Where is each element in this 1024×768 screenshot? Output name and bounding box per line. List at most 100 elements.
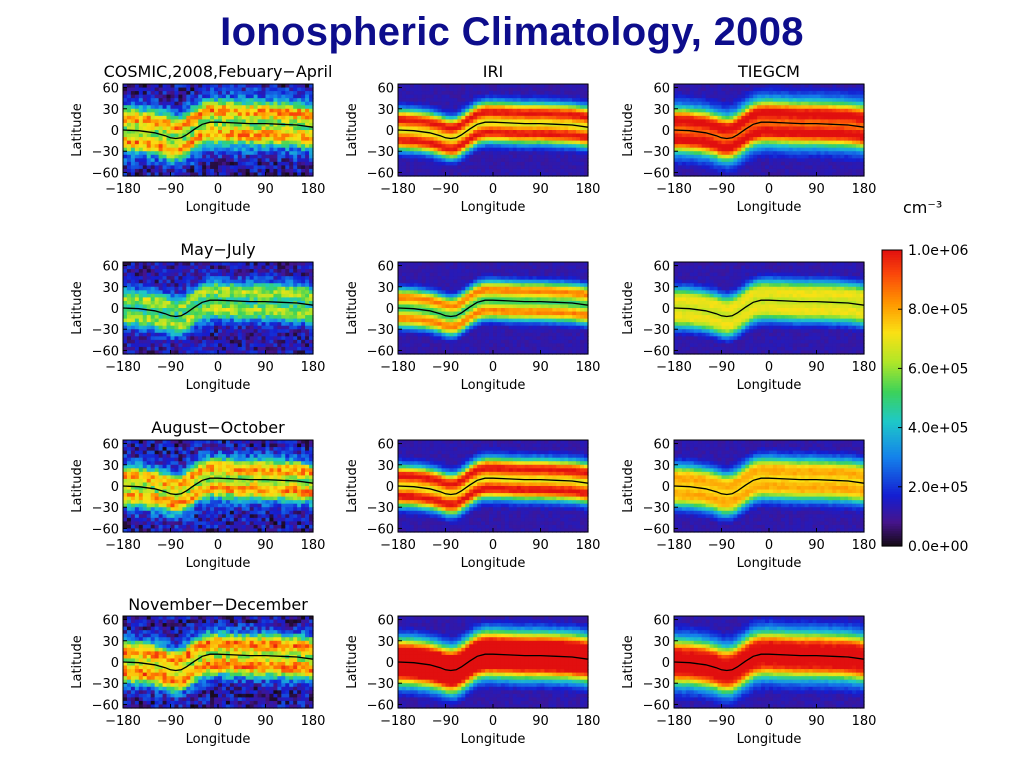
y-tick-label: 30 bbox=[377, 635, 394, 650]
colorbar-segment bbox=[882, 363, 902, 367]
colorbar-segment bbox=[882, 304, 902, 308]
x-tick-label: 0 bbox=[489, 360, 497, 375]
x-tick-label: −90 bbox=[708, 360, 735, 375]
panel-title: August−October bbox=[151, 418, 285, 437]
magnetic-equator-line bbox=[673, 653, 865, 672]
colorbar-segment bbox=[882, 294, 902, 298]
panel-title: November−December bbox=[128, 595, 308, 614]
x-axis-label: Longitude bbox=[461, 556, 526, 571]
colorbar-segment bbox=[882, 457, 902, 461]
colorbar-segment bbox=[882, 336, 902, 340]
y-axis-label: Latitude bbox=[70, 281, 85, 335]
colorbar-segment bbox=[882, 489, 902, 493]
colorbar-segment bbox=[882, 469, 902, 473]
colorbar-segment bbox=[882, 425, 902, 429]
x-axis-label: Longitude bbox=[186, 378, 251, 393]
magnetic-equator-line bbox=[673, 477, 865, 496]
x-tick-label: −180 bbox=[105, 360, 141, 375]
x-tick-label: 0 bbox=[765, 538, 773, 553]
colorbar-segment bbox=[882, 420, 902, 424]
y-tick-label: 60 bbox=[377, 438, 394, 453]
colorbar-segment bbox=[882, 513, 902, 517]
x-axis-label: Longitude bbox=[461, 732, 526, 747]
magnetic-equator-line bbox=[122, 299, 314, 318]
x-tick-label: −180 bbox=[380, 538, 416, 553]
colorbar-segment bbox=[882, 511, 902, 515]
heatmap-panel-iri-1: −180 −90 0 90 180 60 30 0 −30 −60 Longitude Latitud… bbox=[345, 82, 600, 215]
x-tick-label: 0 bbox=[214, 538, 222, 553]
colorbar-segment bbox=[882, 343, 902, 347]
y-axis-label: Latitude bbox=[345, 103, 360, 157]
colorbar-segment bbox=[882, 368, 902, 372]
colorbar-segment bbox=[882, 319, 902, 323]
y-tick-label: 60 bbox=[102, 82, 119, 97]
y-tick-label: 30 bbox=[377, 103, 394, 118]
x-tick-label: −180 bbox=[380, 360, 416, 375]
y-tick-label: 60 bbox=[102, 614, 119, 629]
panel-title: May−July bbox=[180, 240, 256, 259]
colorbar-segment bbox=[882, 442, 902, 446]
colorbar-segment bbox=[882, 452, 902, 456]
colorbar-segment bbox=[882, 378, 902, 382]
y-tick-label: −30 bbox=[92, 501, 119, 516]
colorbar-segment bbox=[882, 257, 902, 261]
colorbar-segment bbox=[882, 526, 902, 530]
y-tick-label: 60 bbox=[653, 82, 670, 97]
colorbar-segment bbox=[882, 518, 902, 522]
x-tick-label: 90 bbox=[257, 182, 274, 197]
x-tick-label: −180 bbox=[380, 714, 416, 729]
x-tick-label: 0 bbox=[214, 360, 222, 375]
y-tick-label: 0 bbox=[662, 302, 670, 317]
heatmap-panel-iri-2: −180 −90 0 90 180 60 30 0 −30 −60 Longitude Latitud… bbox=[345, 260, 600, 393]
colorbar-segment bbox=[882, 388, 902, 392]
colorbar-segment bbox=[882, 262, 902, 266]
magnetic-equator-line bbox=[673, 121, 865, 140]
colorbar-segment bbox=[882, 267, 902, 271]
y-tick-label: −60 bbox=[92, 698, 119, 713]
colorbar-segment bbox=[882, 543, 902, 547]
y-tick-label: −30 bbox=[92, 677, 119, 692]
x-tick-label: −180 bbox=[656, 714, 692, 729]
colorbar-segment bbox=[882, 296, 902, 300]
colorbar-segment bbox=[882, 326, 902, 330]
y-tick-label: 0 bbox=[111, 480, 119, 495]
heatmap-cells bbox=[398, 440, 589, 533]
x-tick-label: −180 bbox=[105, 182, 141, 197]
colorbar-segment bbox=[882, 449, 902, 453]
colorbar-segment bbox=[882, 474, 902, 478]
x-axis-label: Longitude bbox=[737, 200, 802, 215]
y-tick-label: −60 bbox=[643, 344, 670, 359]
magnetic-equator-line bbox=[397, 121, 589, 140]
y-tick-label: −30 bbox=[643, 323, 670, 338]
x-tick-label: 90 bbox=[808, 360, 825, 375]
colorbar-segment bbox=[882, 373, 902, 377]
x-tick-label: 180 bbox=[852, 714, 877, 729]
colorbar-segment bbox=[882, 491, 902, 495]
x-tick-label: 180 bbox=[301, 182, 326, 197]
magnetic-equator-line bbox=[122, 653, 314, 672]
colorbar-segment bbox=[882, 346, 902, 350]
y-axis-label: Latitude bbox=[621, 635, 636, 689]
x-tick-label: −90 bbox=[157, 360, 184, 375]
colorbar-segment bbox=[882, 314, 902, 318]
y-tick-label: 30 bbox=[102, 635, 119, 650]
y-tick-label: 30 bbox=[653, 103, 670, 118]
colorbar-segment bbox=[882, 291, 902, 295]
colorbar-segment bbox=[882, 447, 902, 451]
y-tick-label: 0 bbox=[111, 124, 119, 139]
colorbar-segment bbox=[882, 328, 902, 332]
colorbar-segment bbox=[882, 437, 902, 441]
colorbar-segment bbox=[882, 311, 902, 315]
colorbar-segment bbox=[882, 496, 902, 500]
colorbar-segment bbox=[882, 459, 902, 463]
x-tick-label: −90 bbox=[432, 714, 459, 729]
y-axis-label: Latitude bbox=[621, 281, 636, 335]
colorbar-segment bbox=[882, 375, 902, 379]
colorbar-segment bbox=[882, 252, 902, 256]
colorbar-segment bbox=[882, 254, 902, 258]
colorbar-segment bbox=[882, 358, 902, 362]
x-tick-label: −90 bbox=[157, 714, 184, 729]
x-tick-label: 180 bbox=[301, 714, 326, 729]
x-tick-label: 0 bbox=[765, 360, 773, 375]
heatmap-cells bbox=[123, 616, 314, 709]
